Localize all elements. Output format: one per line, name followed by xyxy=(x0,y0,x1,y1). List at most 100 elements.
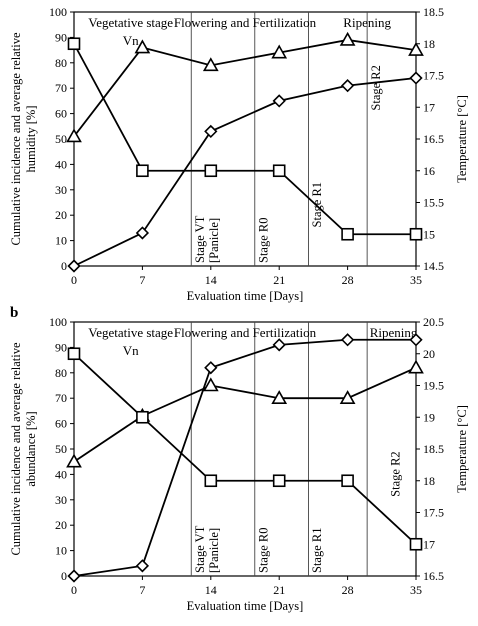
y2-tick-label: 18.5 xyxy=(423,442,444,456)
y-tick-label: 30 xyxy=(55,183,67,197)
y2-tick-label: 18.5 xyxy=(423,5,444,19)
stage-header: Flowering and Fertilization xyxy=(174,15,317,30)
data-point-diamond xyxy=(135,559,150,573)
data-point-triangle xyxy=(408,41,424,56)
y-tick-label: 60 xyxy=(55,107,67,121)
y2-tick-label: 17.5 xyxy=(423,506,444,520)
data-point-diamond xyxy=(67,569,81,583)
data-point-triangle xyxy=(271,390,288,405)
stage-label: Stage R1 xyxy=(310,528,324,573)
stage-label: Stage R2 xyxy=(369,65,383,110)
series-line-square xyxy=(73,353,417,545)
x-tick-label: 28 xyxy=(342,583,354,597)
y2-tick-label: 20.5 xyxy=(423,315,444,329)
data-point-square xyxy=(204,164,218,178)
series-line-diamond xyxy=(73,338,416,577)
data-point-square xyxy=(136,410,149,424)
data-point-square xyxy=(136,164,149,178)
data-point-triangle xyxy=(408,359,424,374)
x-tick-label: 35 xyxy=(410,583,422,597)
y-tick-label: 80 xyxy=(55,366,67,380)
y2-tick-label: 18 xyxy=(423,474,435,488)
x-tick-label: 14 xyxy=(205,583,217,597)
x-tick-label: 28 xyxy=(342,273,354,287)
y-axis-label: abundance [%] xyxy=(24,411,38,486)
data-point-diamond xyxy=(409,71,423,85)
series-line-triangle xyxy=(73,39,417,138)
series-line-diamond xyxy=(73,77,417,267)
y2-tick-label: 16.5 xyxy=(423,569,444,583)
y2-tick-label: 18 xyxy=(423,37,435,51)
chart-panel-2: b010203040506070809010016.51717.51818.51… xyxy=(9,305,469,613)
y-tick-label: 80 xyxy=(55,56,67,70)
stage-label: Stage R0 xyxy=(256,528,270,573)
stage-label: [Panicle] xyxy=(207,528,221,573)
data-point-square xyxy=(272,164,286,178)
y-axis-label: Cumulative incidence and average relativ… xyxy=(9,32,23,246)
x-tick-label: 14 xyxy=(205,273,217,287)
stage-header: Flowering and Fertilization xyxy=(174,325,317,340)
y-tick-label: 40 xyxy=(55,467,67,481)
stage-header: Vn xyxy=(123,343,139,358)
x-tick-label: 0 xyxy=(71,273,77,287)
series-line-square xyxy=(73,43,416,236)
data-point-triangle xyxy=(66,128,82,143)
stage-label: Stage VT xyxy=(193,215,207,263)
x-tick-label: 0 xyxy=(71,583,77,597)
y-tick-label: 0 xyxy=(61,259,67,273)
y-tick-label: 20 xyxy=(55,518,67,532)
y2-tick-label: 16 xyxy=(423,164,435,178)
data-point-diamond xyxy=(204,124,218,139)
y-tick-label: 100 xyxy=(49,315,67,329)
x-axis-label: Evaluation time [Days] xyxy=(187,599,304,613)
x-tick-label: 7 xyxy=(139,583,145,597)
y-tick-label: 10 xyxy=(55,544,67,558)
stage-label: Stage VT xyxy=(193,525,207,573)
y2-tick-label: 17 xyxy=(423,100,435,114)
y2-tick-label: 17 xyxy=(423,537,435,551)
data-point-triangle xyxy=(339,390,356,405)
data-point-triangle xyxy=(66,453,82,468)
x-axis-label: Evaluation time [Days] xyxy=(187,289,304,303)
y-tick-label: 0 xyxy=(61,569,67,583)
data-point-diamond xyxy=(204,361,218,375)
data-point-triangle xyxy=(202,57,219,72)
y2-tick-label: 20 xyxy=(423,347,435,361)
stage-header: Vegetative stage xyxy=(88,325,173,340)
y-tick-label: 100 xyxy=(49,5,67,19)
stage-label: Stage R1 xyxy=(310,182,324,227)
y2-axis-label: Temperature [°C] xyxy=(455,95,469,183)
data-point-square xyxy=(67,37,81,51)
data-point-square xyxy=(67,347,81,361)
y2-axis-label: Temperature [°C] xyxy=(455,405,469,493)
chart-panel-1: 010203040506070809010014.51515.51616.517… xyxy=(9,5,469,303)
y-tick-label: 90 xyxy=(55,30,67,44)
y-tick-label: 30 xyxy=(55,493,67,507)
data-point-triangle xyxy=(134,39,151,54)
y2-tick-label: 19.5 xyxy=(423,379,444,393)
data-point-square xyxy=(409,537,423,551)
x-tick-label: 21 xyxy=(273,273,285,287)
y-tick-label: 20 xyxy=(55,208,67,222)
y2-tick-label: 19 xyxy=(423,410,435,424)
data-point-square xyxy=(341,227,354,241)
x-tick-label: 35 xyxy=(410,273,422,287)
x-tick-label: 7 xyxy=(139,273,145,287)
y2-tick-label: 17.5 xyxy=(423,69,444,83)
y-tick-label: 90 xyxy=(55,340,67,354)
panel-label: b xyxy=(10,305,18,321)
data-point-square xyxy=(272,474,286,488)
series-line-triangle xyxy=(73,366,417,463)
y-tick-label: 50 xyxy=(55,442,67,456)
y-tick-label: 50 xyxy=(55,132,67,146)
y-tick-label: 60 xyxy=(55,417,67,431)
data-point-triangle xyxy=(271,44,288,59)
data-point-diamond xyxy=(340,79,355,93)
stage-header: Vn xyxy=(123,33,139,48)
y-tick-label: 10 xyxy=(55,234,67,248)
y-axis-label: humidity [%] xyxy=(24,105,38,172)
stage-label: Stage R0 xyxy=(256,218,270,263)
data-point-square xyxy=(204,474,218,488)
data-point-diamond xyxy=(135,226,150,240)
